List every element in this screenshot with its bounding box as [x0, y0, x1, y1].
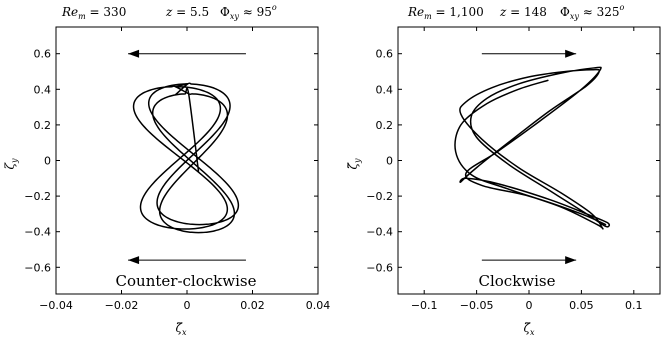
left-title-rem: Rem = 330: [61, 5, 126, 21]
right-direction-arrowhead: [565, 256, 577, 265]
right-ytick-label: −0.6: [366, 261, 393, 274]
right-trajectory: [454, 66, 610, 230]
right-title-phi: Φxy ≈ 325o: [560, 3, 624, 21]
right-plot-frame: [397, 26, 661, 295]
right-ylabel: ζ̃y: [346, 158, 362, 170]
left-ytick-label: 0.2: [34, 119, 52, 132]
left-xtick-label: −0.04: [39, 299, 73, 312]
left-trajectory: [132, 82, 240, 234]
left-xtick-label: 0.04: [306, 299, 331, 312]
left-direction-arrowhead: [128, 256, 140, 265]
left-ytick-label: 0: [44, 155, 51, 168]
left-xlabel: ζ̃x: [175, 321, 187, 337]
right-ytick-label: 0.2: [376, 119, 394, 132]
right-xtick-label: 0: [526, 299, 533, 312]
left-title-z: z = 5.5: [165, 5, 209, 19]
right-x-ticks: −0.1 −0.05 0 0.05 0.1: [411, 27, 643, 312]
left-trajectory-line: [132, 82, 240, 234]
left-title-phi: Φxy ≈ 95o: [220, 3, 277, 21]
right-title-z: z = 148: [499, 5, 547, 19]
right-arrows: [481, 49, 577, 265]
left-ytick-label: 0.6: [34, 48, 52, 61]
left-ytick-label: −0.4: [24, 226, 51, 239]
right-ytick-label: −0.4: [366, 226, 393, 239]
right-xtick-label: 0.1: [625, 299, 643, 312]
left-ylabel: ζy: [3, 158, 19, 170]
left-direction-arrowhead: [128, 49, 140, 58]
left-y-ticks: −0.6 −0.4 −0.2 0 0.2 0.4 0.6: [24, 48, 318, 274]
right-direction-arrowhead: [565, 49, 577, 58]
right-xlabel: ζ̃x: [523, 321, 535, 337]
right-ytick-label: 0: [386, 155, 393, 168]
right-xtick-label: 0.05: [569, 299, 594, 312]
left-xtick-label: 0.02: [240, 299, 265, 312]
right-xtick-label: −0.1: [411, 299, 438, 312]
right-title-rem: Rem = 1,100: [407, 5, 484, 21]
left-ytick-label: 0.4: [34, 83, 52, 96]
right-trajectory-line: [454, 66, 610, 230]
left-x-ticks: −0.04 −0.02 0 0.02 0.04: [39, 27, 330, 312]
left-ytick-label: −0.6: [24, 261, 51, 274]
left-arrows: [128, 49, 246, 265]
left-xtick-label: 0: [184, 299, 191, 312]
left-annotation: Counter-clockwise: [116, 272, 257, 290]
right-ytick-label: 0.6: [376, 48, 394, 61]
right-annotation: Clockwise: [478, 272, 555, 290]
left-ytick-label: −0.2: [24, 190, 51, 203]
right-xtick-label: −0.05: [460, 299, 494, 312]
right-ytick-label: 0.4: [376, 83, 394, 96]
right-ytick-label: −0.2: [366, 190, 393, 203]
left-panel: Rem = 330 z = 5.5 Φxy ≈ 95o −0.04 −0.02 0 0…: [3, 3, 330, 337]
right-panel: Rem = 1,100 z = 148 Φxy ≈ 325o −0.1 −0.05…: [346, 3, 661, 337]
left-xtick-label: −0.02: [105, 299, 139, 312]
right-y-ticks: −0.6 −0.4 −0.2 0 0.2 0.4 0.6: [366, 48, 660, 274]
